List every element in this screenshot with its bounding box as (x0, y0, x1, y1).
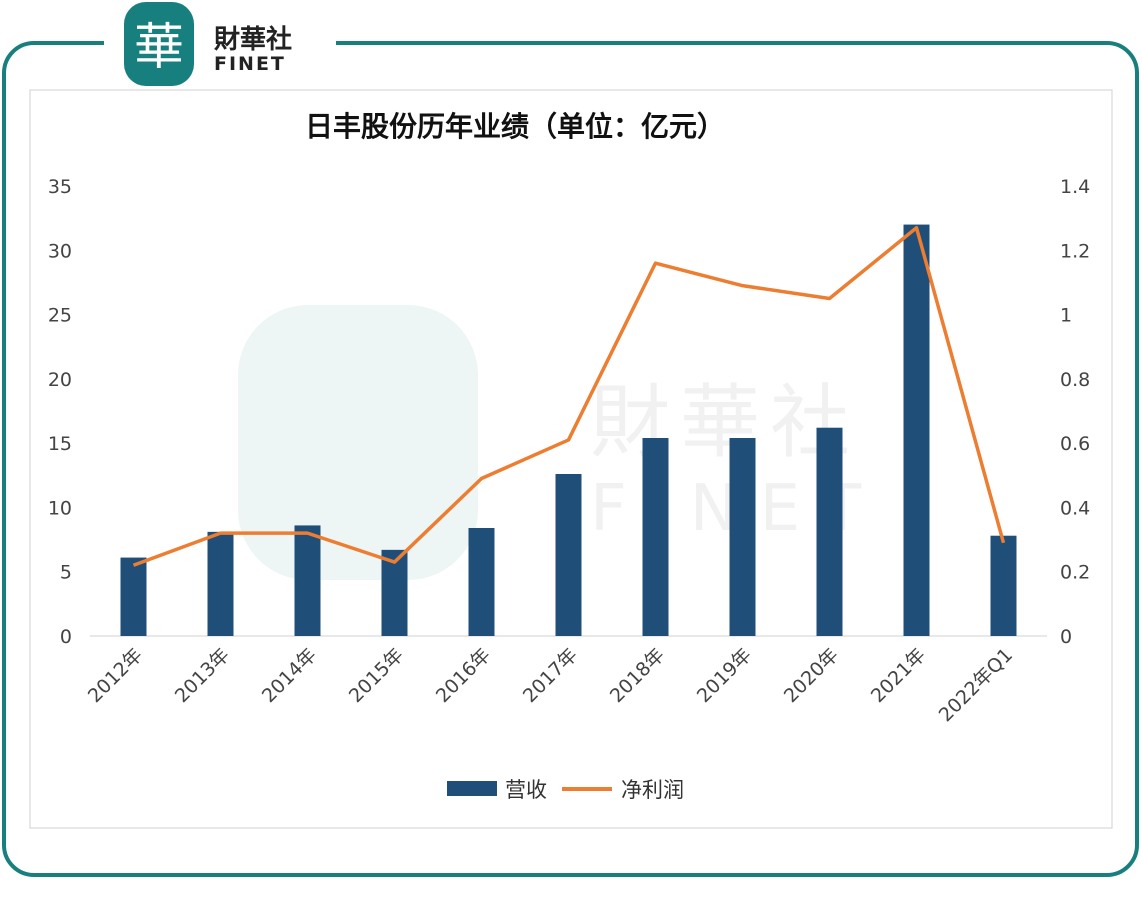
y-left-tick-label: 25 (48, 305, 72, 327)
y-left-tick-label: 35 (48, 176, 72, 198)
y-right-tick-label: 1.4 (1060, 176, 1090, 198)
y-left-tick-label: 30 (48, 240, 72, 262)
y-right-tick-label: 1.2 (1060, 240, 1090, 262)
bar-revenue (556, 474, 582, 636)
y-left-tick-label: 15 (48, 433, 72, 455)
y-right-tick-label: 0.2 (1060, 562, 1090, 584)
y-right-tick-label: 0.6 (1060, 433, 1090, 455)
legend-swatch-revenue (447, 781, 497, 796)
bar-revenue (208, 532, 234, 636)
y-left-tick-label: 20 (48, 369, 72, 391)
bar-revenue (121, 558, 147, 636)
bar-revenue (469, 528, 495, 636)
chart-title: 日丰股份历年业绩（单位：亿元） (305, 110, 725, 143)
bar-revenue (730, 438, 756, 636)
y-left-tick-label: 5 (60, 562, 72, 584)
bar-revenue (991, 536, 1017, 636)
y-right-tick-label: 1 (1060, 305, 1072, 327)
y-left-tick-label: 0 (60, 626, 72, 648)
y-left-tick-label: 10 (48, 497, 72, 519)
logo-char: 華 (134, 18, 184, 76)
bar-revenue (904, 225, 930, 636)
logo-name-en: FINET (214, 53, 286, 75)
y-right-tick-label: 0.8 (1060, 369, 1090, 391)
y-right-tick-label: 0.4 (1060, 497, 1090, 519)
legend-label-net-profit: 净利润 (621, 778, 684, 802)
legend-label-revenue: 营收 (505, 778, 547, 802)
bar-revenue (817, 428, 843, 636)
bar-revenue (643, 438, 669, 636)
y-right-tick-label: 0 (1060, 626, 1072, 648)
logo-name-cn: 財華社 (214, 24, 292, 55)
bar-revenue (295, 525, 321, 636)
